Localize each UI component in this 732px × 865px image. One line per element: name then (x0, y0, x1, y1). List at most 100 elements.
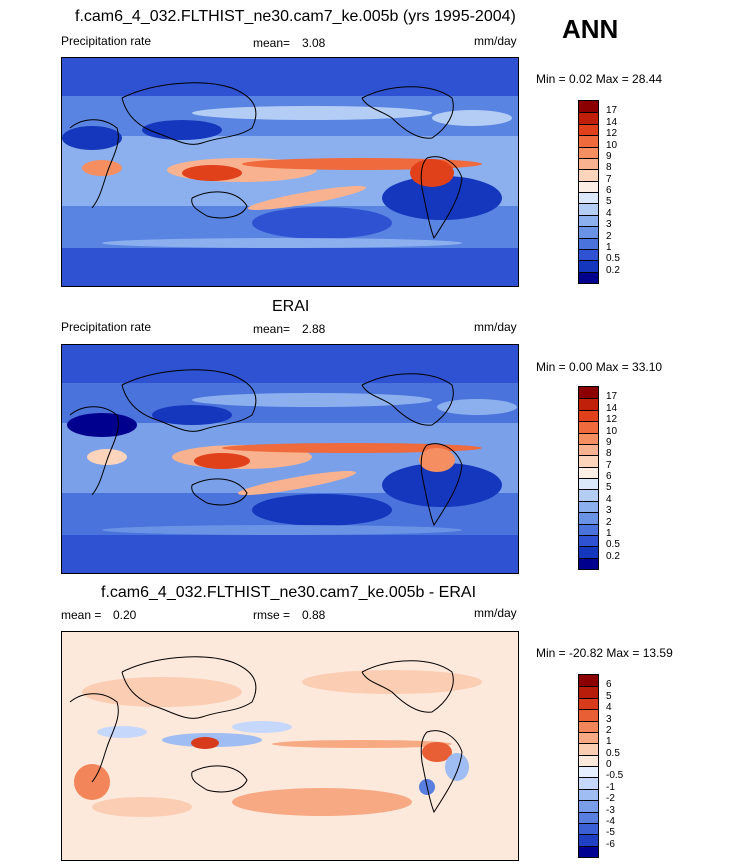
panel3-minmax: Min = -20.82 Max = 13.59 (536, 646, 673, 660)
colorbar-swatch (579, 675, 598, 687)
colorbar-swatch (579, 845, 598, 857)
colorbar-swatch (579, 248, 598, 261)
colorbar-tick-label: 0.2 (606, 550, 620, 562)
colorbar-swatch (579, 157, 598, 170)
panel1-units: mm/day (474, 34, 517, 48)
colorbar-swatch (579, 546, 598, 558)
colorbar-swatch (579, 432, 598, 444)
colorbar-swatch (579, 237, 598, 249)
colorbar-swatch (579, 709, 598, 721)
colorbar-tick-label: 5 (606, 482, 612, 494)
colorbar-tick-label: 0 (606, 759, 612, 770)
season-label: ANN (562, 14, 619, 44)
colorbar-tick-label: -5 (606, 827, 615, 839)
colorbar-swatch (579, 754, 598, 766)
colorbar-tick-label: 6 (606, 471, 612, 482)
panel2-mean-value: 2.88 (302, 322, 326, 336)
colorbar-swatch (579, 112, 598, 124)
panel1-colorbar (578, 100, 599, 284)
panel1-mean-label: mean= (253, 36, 291, 50)
colorbar-swatch (579, 766, 598, 778)
colorbar-swatch (579, 788, 598, 801)
colorbar-tick-label: 1 (606, 527, 612, 539)
panel1-minmax: Min = 0.02 Max = 28.44 (536, 72, 663, 86)
colorbar-swatch (579, 203, 598, 215)
colorbar-tick-label: 0.5 (606, 539, 620, 551)
colorbar-tick-label: 2 (606, 516, 612, 528)
colorbar-swatch (579, 387, 598, 399)
colorbar-tick-label: 17 (606, 105, 618, 117)
colorbar-tick-label: 4 (606, 207, 612, 219)
colorbar-swatch (579, 101, 598, 113)
colorbar-tick-label: 14 (606, 116, 618, 128)
colorbar-tick-label: 0.5 (606, 747, 620, 759)
panel3-map (61, 631, 519, 861)
colorbar-swatch (579, 489, 598, 501)
colorbar-swatch (579, 800, 598, 812)
colorbar-swatch (579, 192, 598, 204)
panel3-title: f.cam6_4_032.FLTHIST_ne30.cam7_ke.005b -… (101, 584, 477, 601)
colorbar-swatch (579, 180, 598, 192)
panel3-rmse-value: 0.88 (302, 608, 326, 622)
panel1-variable: Precipitation rate (61, 34, 152, 48)
colorbar-swatch (579, 686, 598, 698)
colorbar-swatch (579, 697, 598, 710)
colorbar-swatch (579, 500, 598, 513)
colorbar-tick-label: 3 (606, 219, 612, 231)
colorbar-swatch (579, 557, 598, 569)
colorbar-tick-label: -4 (606, 815, 615, 827)
colorbar-swatch (579, 777, 598, 789)
panel3-mean-label: mean = (61, 608, 102, 622)
colorbar-tick-label: 2 (606, 724, 612, 736)
panel2-mean-label: mean= (253, 322, 291, 336)
colorbar-swatch (579, 226, 598, 238)
colorbar-tick-label: 8 (606, 448, 612, 460)
colorbar-tick-label: 2 (606, 230, 612, 242)
colorbar-swatch (579, 123, 598, 136)
panel2-title: ERAI (272, 298, 310, 315)
colorbar-tick-label: 10 (606, 139, 618, 151)
panel3-rmse-label: rmse = (253, 608, 291, 622)
colorbar-tick-label: 3 (606, 505, 612, 517)
colorbar-tick-label: 14 (606, 402, 618, 414)
panel3-mean-value: 0.20 (113, 608, 137, 622)
colorbar-swatch (579, 421, 598, 433)
colorbar-swatch (579, 478, 598, 490)
colorbar-swatch (579, 743, 598, 755)
panel2-variable: Precipitation rate (61, 320, 152, 334)
colorbar-tick-label: 6 (606, 679, 612, 691)
colorbar-tick-label: 7 (606, 459, 612, 471)
colorbar-swatch (579, 455, 598, 467)
colorbar-tick-label: 5 (606, 690, 612, 702)
colorbar-tick-label: 17 (606, 391, 618, 403)
colorbar-swatch (579, 834, 598, 846)
colorbar-tick-label: 4 (606, 702, 612, 714)
colorbar-tick-label: 9 (606, 150, 612, 162)
colorbar-tick-label: 7 (606, 173, 612, 185)
panel3-colorbar (578, 674, 599, 858)
colorbar-tick-label: -0.5 (606, 770, 624, 782)
colorbar-tick-label: 10 (606, 425, 618, 437)
colorbar-tick-label: 5 (606, 196, 612, 208)
panel1-title: f.cam6_4_032.FLTHIST_ne30.cam7_ke.005b (… (75, 8, 516, 25)
colorbar-swatch (579, 466, 598, 478)
colorbar-swatch (579, 271, 598, 283)
panel1-mean-value: 3.08 (302, 36, 326, 50)
colorbar-swatch (579, 135, 598, 147)
colorbar-swatch (579, 731, 598, 744)
colorbar-tick-label: 9 (606, 436, 612, 448)
colorbar-swatch (579, 169, 598, 181)
colorbar-swatch (579, 398, 598, 410)
colorbar-swatch (579, 822, 598, 835)
colorbar-swatch (579, 523, 598, 535)
panel1-map (61, 57, 519, 287)
colorbar-tick-label: 0.5 (606, 253, 620, 265)
panel2-minmax: Min = 0.00 Max = 33.10 (536, 360, 663, 374)
colorbar-swatch (579, 214, 598, 227)
colorbar-swatch (579, 409, 598, 422)
colorbar-tick-label: 4 (606, 493, 612, 505)
colorbar-swatch (579, 443, 598, 456)
panel2-units: mm/day (474, 320, 517, 334)
colorbar-tick-label: 3 (606, 713, 612, 725)
colorbar-swatch (579, 260, 598, 272)
